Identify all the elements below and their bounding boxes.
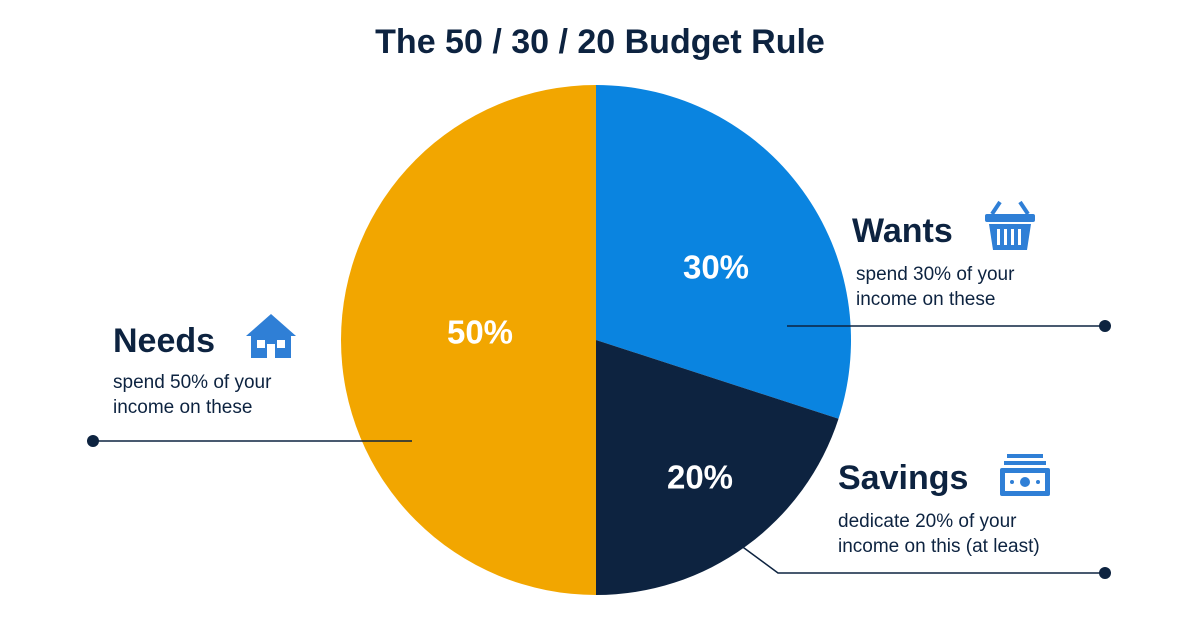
leader-dot [1099,320,1111,332]
description: income on these [856,289,995,310]
value-label: 50% [447,314,513,351]
pie-slice [341,85,596,595]
savings-icon [1000,454,1050,496]
value-label: 20% [667,459,733,496]
leader-dot [87,435,99,447]
description: income on this (at least) [838,536,1040,557]
description: income on these [113,397,252,418]
description: spend 50% of your [113,372,272,393]
category-label: Savings [838,459,968,497]
chart-title: The 50 / 30 / 20 Budget Rule [375,23,825,61]
description: spend 30% of your [856,264,1015,285]
needs-icon [246,314,296,358]
category-label: Needs [113,322,215,360]
category-label: Wants [852,212,953,250]
value-label: 30% [683,249,749,286]
description: dedicate 20% of your [838,511,1017,532]
pie-slice [596,340,839,595]
leader-line [739,544,1105,574]
pie-slice [596,85,851,419]
annotations: Wants spend 30% of your income on these Sav… [87,212,1111,579]
wants-icon [985,200,1035,250]
pie: 30% 20% 50% [341,85,851,595]
leader-dot [1099,567,1111,579]
